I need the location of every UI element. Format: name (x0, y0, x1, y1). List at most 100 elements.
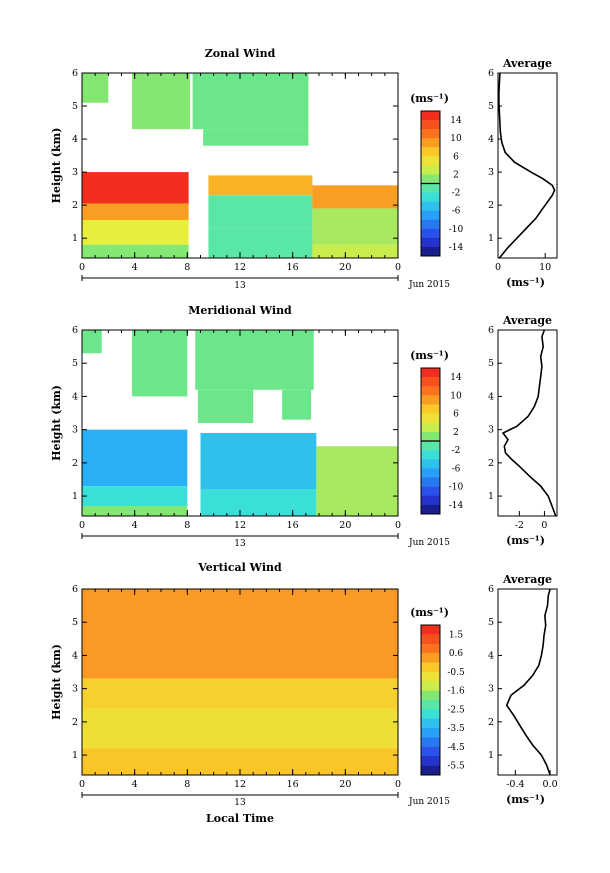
x-tick-label: 4 (132, 779, 138, 790)
colorbar-segment (421, 756, 440, 766)
x-tick-label: 4 (132, 262, 138, 273)
y-tick-label: 2 (72, 717, 78, 728)
colorbar-segment (421, 504, 440, 515)
heatmap-cell (312, 208, 398, 245)
colorbar-tick-label: 6 (453, 152, 459, 162)
colorbar-segment (421, 165, 440, 175)
y-tick-label: 4 (72, 134, 78, 145)
colorbar-tick-label: 2 (453, 428, 459, 438)
heatmap-cell (82, 429, 188, 487)
colorbar-unit: (ms⁻¹) (410, 606, 449, 619)
heatmap-cell (132, 330, 188, 397)
y-axis-label: Height (km) (50, 128, 63, 204)
colorbar-tick-label: -10 (449, 225, 464, 235)
x-tick-label: 12 (234, 520, 246, 531)
heatmap-cell (312, 244, 398, 258)
colorbar-tick-label: 14 (450, 116, 462, 126)
heatmap-cell (192, 73, 309, 130)
y-tick-label: 3 (72, 684, 78, 695)
colorbar-tick-label: -6 (452, 207, 461, 217)
colorbar-segment (421, 737, 440, 748)
profile-x-label: (ms⁻¹) (506, 534, 545, 547)
colorbar-segment (421, 156, 440, 166)
x-tick-label: 8 (184, 520, 190, 531)
profile-y-tick-label: 4 (488, 134, 494, 145)
heatmap-cell (132, 73, 190, 130)
colorbar-segment (421, 422, 440, 433)
x-tick-label: 0 (79, 520, 85, 531)
heatmap-cell (200, 489, 317, 516)
colorbar-segment (421, 174, 440, 184)
colorbar-tick-label: 2 (453, 170, 459, 180)
colorbar-segment (421, 386, 440, 396)
profile-frame (497, 72, 558, 259)
colorbar-segment (421, 210, 440, 221)
x-tick-label: 0 (395, 262, 401, 273)
heatmap-cell (312, 185, 398, 209)
heatmap-cell (197, 389, 254, 423)
profile-line (501, 329, 557, 517)
y-tick-label: 5 (72, 101, 78, 112)
heatmap-cell (200, 432, 317, 490)
profile-y-tick-label: 3 (488, 684, 494, 695)
y-tick-label: 6 (72, 584, 78, 595)
colorbar-segment (421, 404, 440, 414)
profile-y-tick-label: 2 (488, 458, 494, 469)
colorbar-tick-label: 0.6 (449, 649, 464, 659)
y-tick-label: 4 (72, 391, 78, 402)
colorbar-segment (421, 147, 440, 157)
x-tick-label: 0 (79, 779, 85, 790)
panel-title: Zonal Wind (205, 47, 276, 60)
colorbar-segment (421, 237, 440, 248)
profile-title: Average (502, 314, 552, 327)
profile-y-tick-label: 4 (488, 391, 494, 402)
profile-y-tick-label: 2 (488, 200, 494, 211)
heatmap-cell (82, 708, 398, 749)
panel-title: Vertical Wind (197, 561, 282, 574)
colorbar-tick-label: -5.5 (447, 762, 465, 772)
profile-y-tick-label: 4 (488, 650, 494, 661)
x-axis-label: Local Time (206, 812, 274, 825)
y-axis-label: Height (km) (50, 644, 63, 720)
colorbar-tick-label: -14 (449, 501, 464, 511)
heatmap-cell (82, 73, 109, 103)
y-tick-label: 5 (72, 358, 78, 369)
date-day: 13 (234, 798, 246, 808)
colorbar-segment (421, 192, 440, 202)
y-tick-label: 2 (72, 458, 78, 469)
colorbar-segment (421, 395, 440, 405)
y-tick-label: 3 (72, 167, 78, 178)
heatmap-cell (208, 175, 313, 196)
profile-x-tick-label: -0.4 (506, 779, 524, 790)
profile-x-tick-label: 0 (541, 520, 547, 531)
colorbar-segment (421, 653, 440, 663)
heatmap-cell (282, 389, 312, 420)
profile-y-tick-label: 6 (488, 68, 494, 79)
heatmap-cell (203, 129, 309, 146)
colorbar-unit: (ms⁻¹) (410, 349, 449, 362)
colorbar-segment (421, 450, 440, 460)
colorbar-tick-label: -6 (452, 464, 461, 474)
colorbar-tick-label: 6 (453, 410, 459, 420)
profile-title: Average (502, 573, 552, 586)
colorbar-segment (421, 477, 440, 487)
colorbar-tick-label: -2.5 (447, 705, 465, 715)
date-label: Jun 2015 (408, 280, 450, 290)
y-tick-label: 6 (72, 68, 78, 79)
colorbar-tick-label: 1.5 (449, 630, 464, 640)
profile-y-tick-label: 1 (488, 491, 494, 502)
x-tick-label: 16 (287, 520, 299, 531)
colorbar-segment (421, 700, 440, 710)
colorbar-tick-label: -3.5 (447, 724, 465, 734)
colorbar-segment (421, 183, 440, 193)
colorbar-segment (421, 728, 440, 738)
heatmap-cell (316, 446, 398, 516)
x-tick-label: 20 (339, 262, 351, 273)
profile-y-tick-label: 6 (488, 584, 494, 595)
x-tick-label: 4 (132, 520, 138, 531)
colorbar-segment (421, 228, 440, 239)
colorbar-segment (421, 431, 440, 442)
profile-line (505, 588, 551, 776)
